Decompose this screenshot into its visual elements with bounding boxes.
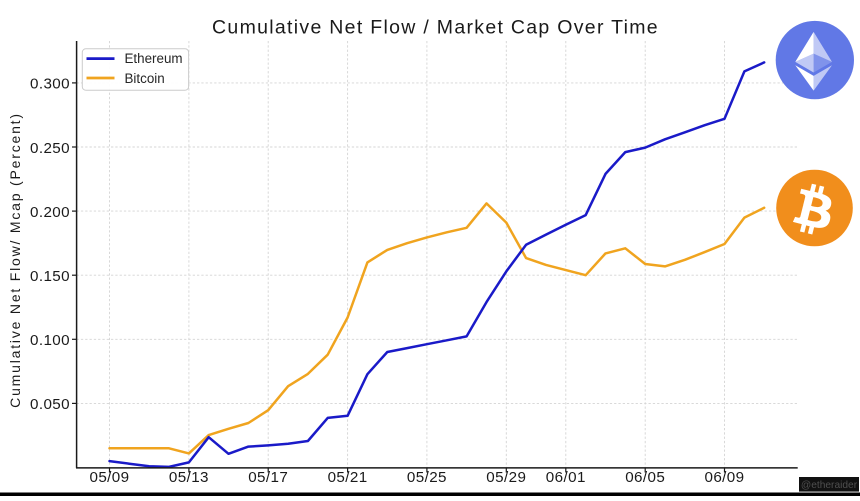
svg-text:06/05: 06/05 — [625, 469, 665, 486]
svg-text:@etheraider: @etheraider — [801, 480, 858, 491]
svg-text:Cumulative Net Flow / Market C: Cumulative Net Flow / Market Cap Over Ti… — [212, 17, 659, 39]
svg-text:05/09: 05/09 — [89, 469, 129, 486]
svg-text:05/17: 05/17 — [248, 469, 288, 486]
svg-text:06/01: 06/01 — [546, 469, 586, 486]
svg-text:0.100: 0.100 — [30, 332, 70, 349]
svg-text:Ethereum: Ethereum — [125, 51, 183, 66]
svg-text:06/09: 06/09 — [704, 469, 744, 486]
svg-text:05/13: 05/13 — [169, 469, 209, 486]
svg-text:0.050: 0.050 — [30, 396, 70, 413]
svg-text:0.250: 0.250 — [30, 140, 70, 157]
svg-text:Bitcoin: Bitcoin — [125, 71, 165, 86]
svg-text:05/29: 05/29 — [486, 469, 526, 486]
svg-text:Cumulative Net Flow/ Mcap (Per: Cumulative Net Flow/ Mcap (Percent) — [7, 112, 23, 408]
svg-text:05/21: 05/21 — [328, 469, 368, 486]
svg-text:0.300: 0.300 — [30, 76, 70, 93]
svg-text:0.200: 0.200 — [30, 204, 70, 221]
svg-text:05/25: 05/25 — [407, 469, 447, 486]
svg-text:0.150: 0.150 — [30, 268, 70, 285]
